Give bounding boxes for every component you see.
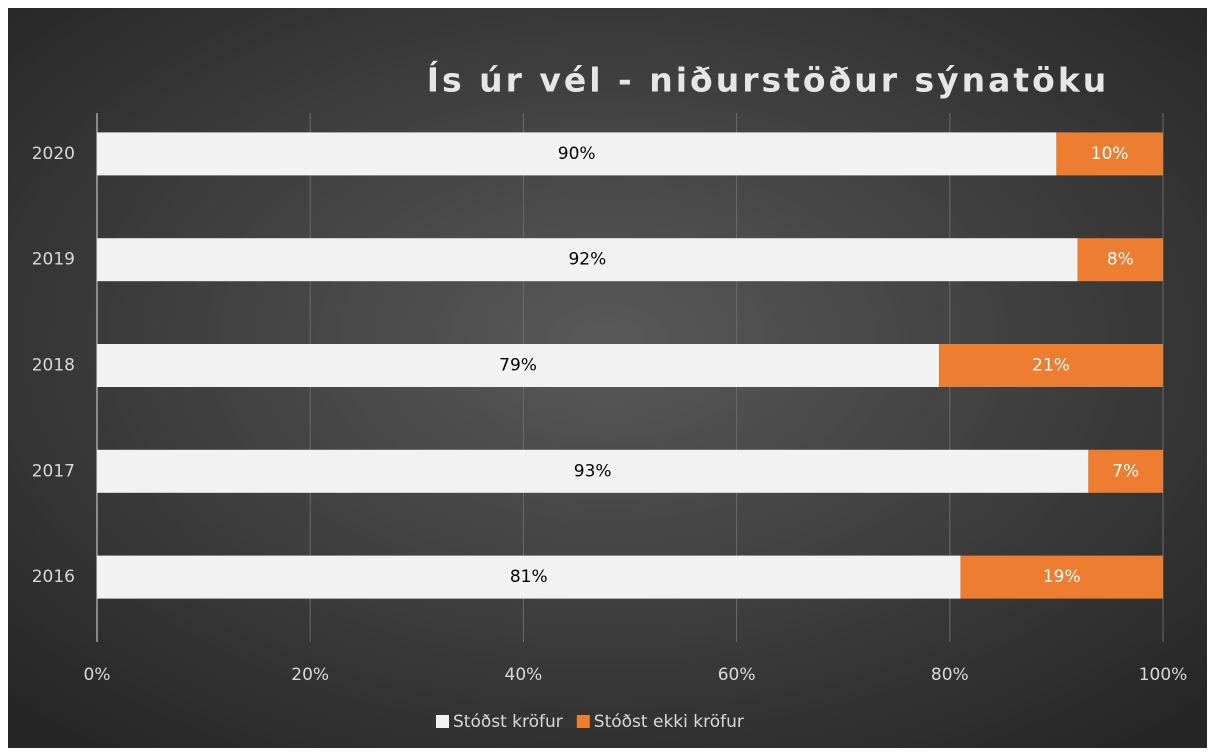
bar-segment [97, 238, 1078, 282]
data-label: 7% [1112, 461, 1139, 481]
bar-segment [97, 449, 1089, 493]
x-tick-label: 40% [505, 665, 543, 685]
data-label: 81% [510, 567, 548, 587]
chart-title: Ís úr vél - niðurstöður sýnatöku [427, 60, 1110, 100]
bar-segment [97, 555, 961, 599]
bar-segment [97, 344, 940, 387]
data-label: 79% [499, 356, 537, 376]
data-label: 8% [1107, 250, 1134, 270]
bar-segment [97, 132, 1057, 176]
data-label: 19% [1043, 567, 1081, 587]
legend-swatch [576, 715, 590, 728]
bar-segment [1088, 449, 1163, 493]
y-tick-label: 2017 [32, 461, 75, 481]
data-label: 93% [574, 461, 612, 481]
bar-segment [1056, 132, 1163, 176]
bar-segment [960, 555, 1163, 599]
y-tick-label: 2018 [32, 356, 75, 376]
y-tick-label: 2019 [32, 250, 75, 270]
data-label: 90% [558, 144, 596, 164]
legend-swatch [436, 715, 449, 728]
y-tick-label: 2016 [32, 567, 75, 587]
data-label: 21% [1032, 356, 1070, 376]
x-tick-label: 0% [84, 665, 111, 685]
legend-label: Stóðst ekki kröfur [594, 712, 744, 732]
data-label: 10% [1091, 144, 1129, 164]
x-tick-label: 60% [718, 665, 756, 685]
x-tick-label: 80% [931, 665, 969, 685]
y-tick-label: 2020 [32, 144, 75, 164]
legend-label: Stóðst kröfur [453, 712, 563, 732]
x-tick-label: 20% [291, 665, 329, 685]
x-tick-label: 100% [1139, 665, 1188, 685]
bar-segment [939, 344, 1163, 387]
data-label: 92% [568, 250, 606, 270]
bar-segment [1077, 238, 1163, 282]
